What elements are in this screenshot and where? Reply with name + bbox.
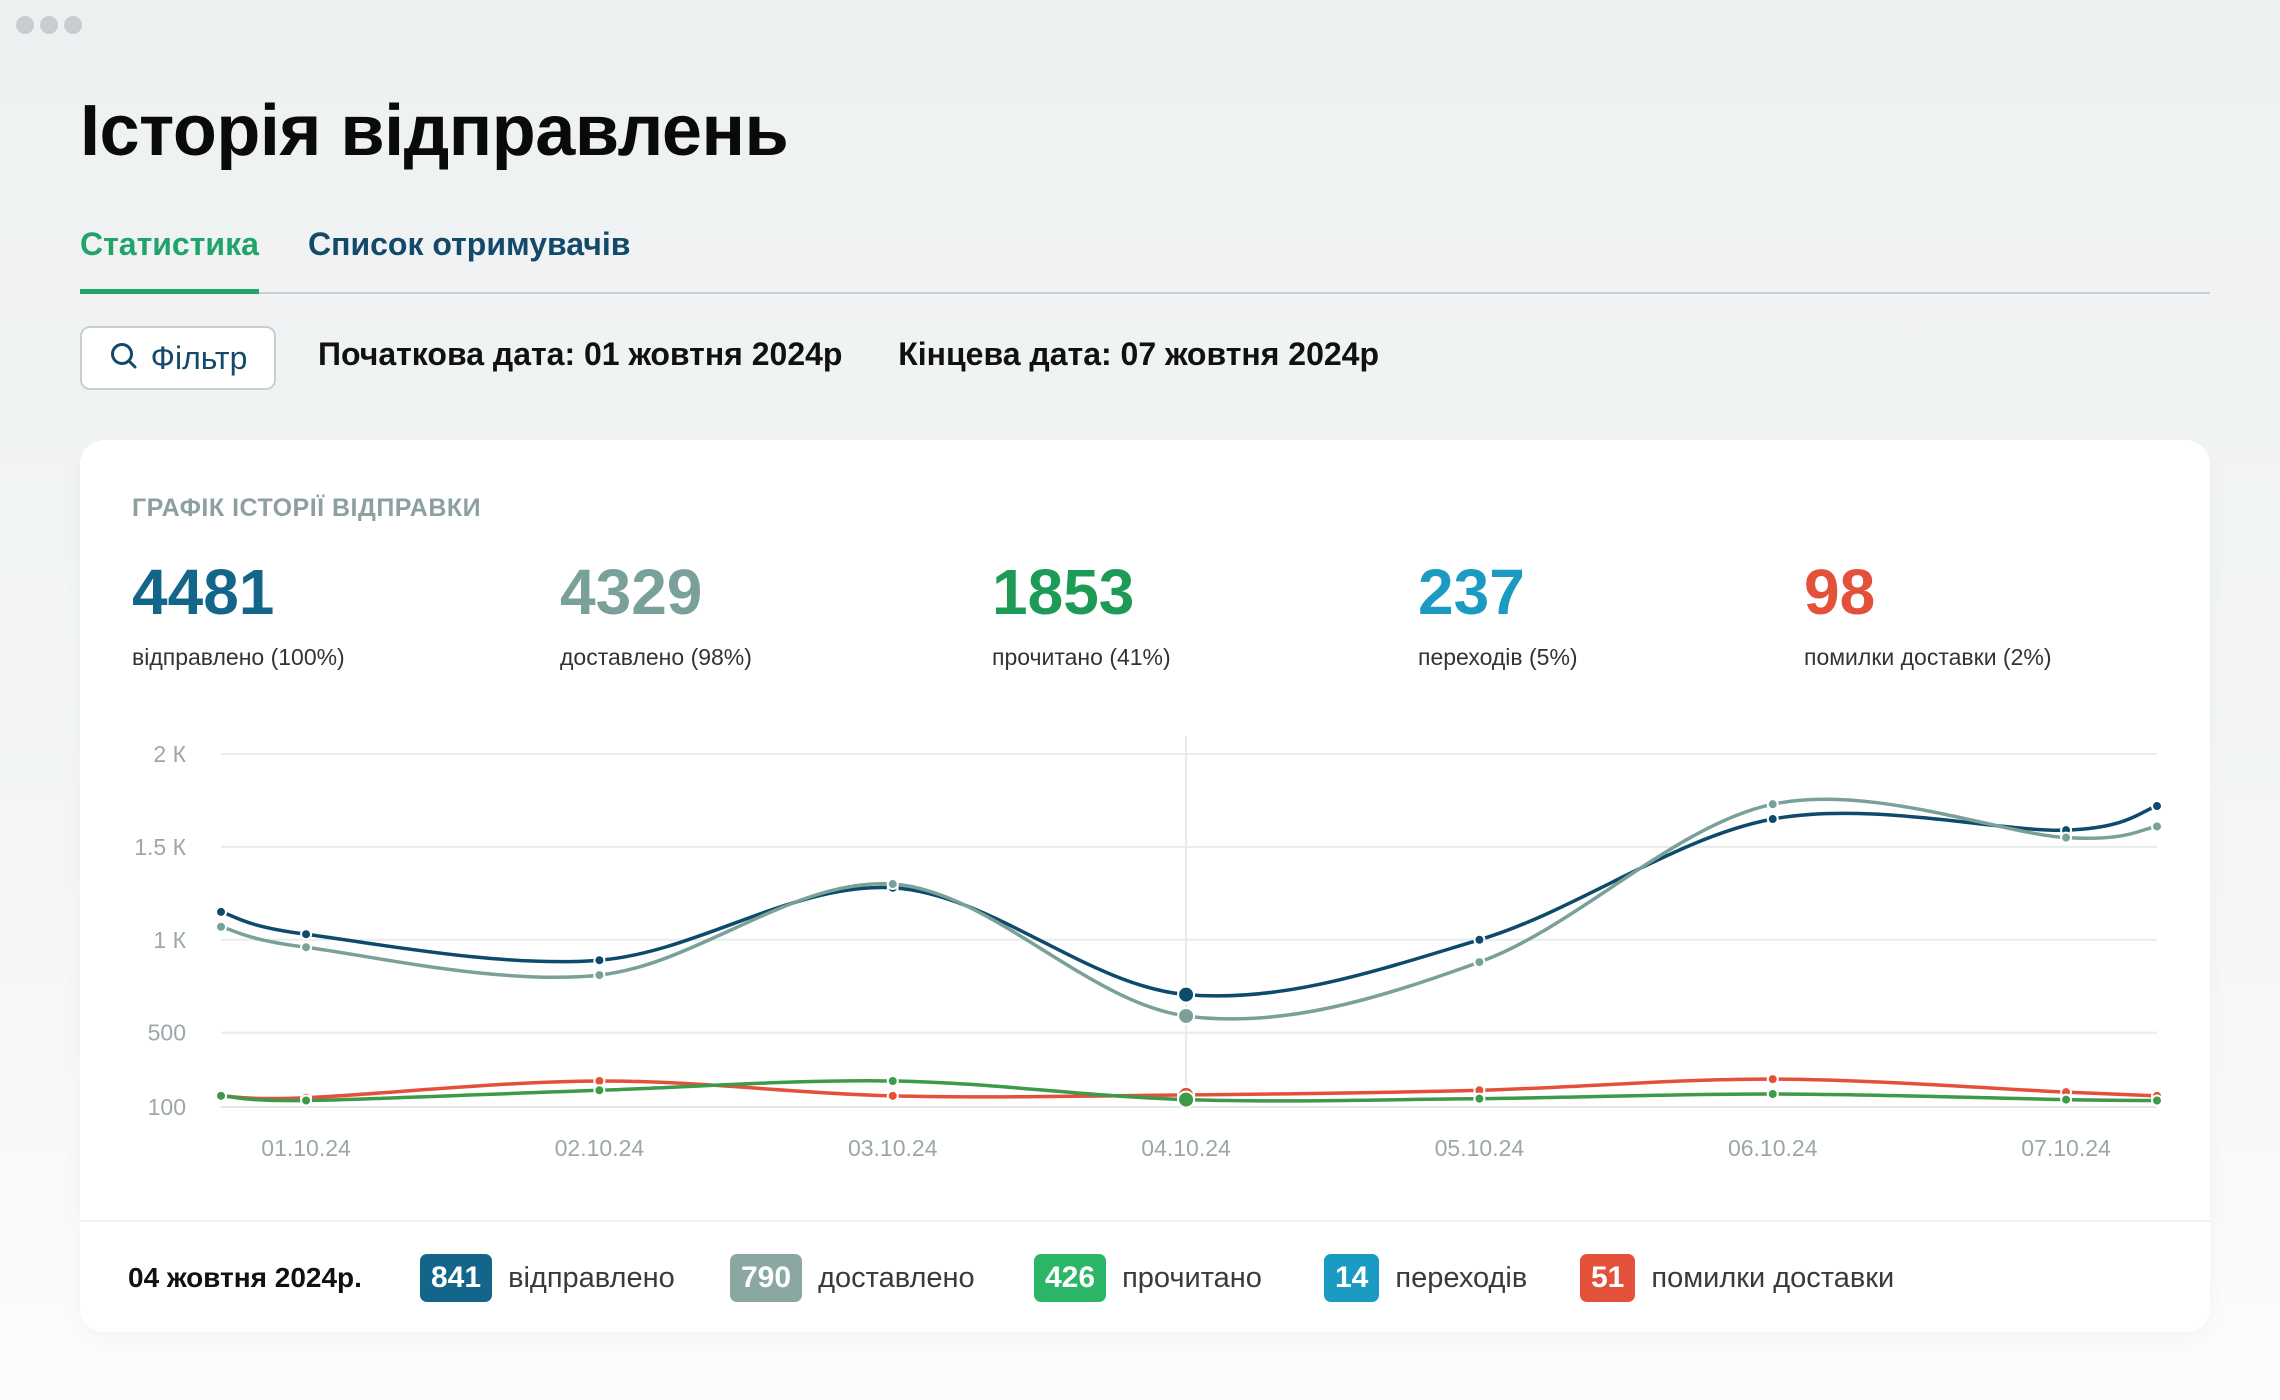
x-tick-label: 02.10.24 — [555, 1135, 645, 1161]
x-tick-label: 06.10.24 — [1728, 1135, 1818, 1161]
y-tick-label: 1.5 К — [134, 834, 186, 860]
stat-clicks: 237 переходів (5%) — [1418, 560, 1578, 671]
filter-button-label: Фільтр — [150, 339, 248, 376]
data-point — [1177, 1006, 1196, 1025]
summary-errors: 51 помилки доставки — [1580, 1254, 1894, 1302]
tab-statistics[interactable]: Статистика — [80, 226, 259, 294]
data-point — [300, 928, 313, 941]
data-point — [886, 1089, 899, 1102]
x-tick-label: 03.10.24 — [848, 1135, 938, 1161]
summary-label: переходів — [1395, 1261, 1528, 1294]
stat-errors: 98 помилки доставки (2%) — [1804, 560, 2052, 671]
x-tick-label: 07.10.24 — [2021, 1135, 2111, 1161]
history-card: ГРАФІК ІСТОРІЇ ВІДПРАВКИ 4481 відправлен… — [80, 440, 2210, 1332]
search-icon — [109, 341, 139, 376]
stat-value: 1853 — [992, 556, 1135, 628]
data-point — [593, 969, 606, 982]
summary-label: відправлено — [508, 1261, 675, 1294]
x-tick-label: 04.10.24 — [1141, 1135, 1231, 1161]
x-tick-label: 05.10.24 — [1435, 1135, 1525, 1161]
tab-recipients-list[interactable]: Список отримувачів — [308, 226, 631, 262]
selected-date: 04 жовтня 2024р. — [128, 1262, 362, 1293]
date-range: Початкова дата: 01 жовтня 2024р Кінцева … — [318, 336, 1379, 373]
summary-label: доставлено — [818, 1261, 975, 1294]
stat-value: 4481 — [132, 556, 275, 628]
stat-value: 98 — [1804, 556, 1876, 628]
summary-sent: 841 відправлено — [420, 1254, 675, 1302]
y-tick-label: 100 — [148, 1094, 186, 1120]
stat-caption: прочитано (41%) — [992, 644, 1171, 670]
stat-delivered: 4329 доставлено (98%) — [560, 560, 752, 671]
data-point — [2060, 1093, 2073, 1106]
filter-button[interactable]: Фільтр — [80, 326, 276, 390]
sending-history-chart[interactable]: 100 500 1 К 1.5 К 2 К 01.10.24 02.10.24 03.10.2… — [80, 440, 2210, 1220]
page-title: Історія відправлень — [80, 91, 789, 171]
stat-caption: відправлено (100%) — [132, 644, 345, 670]
data-point — [593, 1084, 606, 1097]
end-date-label: Кінцева дата: — [898, 336, 1112, 372]
start-date-value: 01 жовтня 2024р — [584, 336, 843, 372]
summary-delivered: 790 доставлено — [730, 1254, 975, 1302]
tab-bar: Статистика Список отримувачів — [80, 220, 2210, 294]
stat-value: 237 — [1418, 556, 1525, 628]
data-point — [215, 1089, 227, 1102]
summary-badge: 790 — [730, 1254, 803, 1302]
data-point — [215, 905, 227, 918]
data-point — [215, 920, 227, 933]
data-point — [2151, 820, 2163, 833]
data-point — [1766, 813, 1779, 826]
stat-value: 4329 — [560, 556, 703, 628]
window-controls — [16, 16, 82, 34]
data-point — [1473, 1092, 1486, 1105]
data-point — [1177, 1090, 1196, 1109]
window-dot[interactable] — [16, 16, 34, 34]
stat-caption: доставлено (98%) — [560, 644, 752, 670]
data-point — [593, 954, 606, 967]
summary-badge: 841 — [420, 1254, 493, 1302]
data-point — [2060, 831, 2073, 844]
stat-caption: переходів (5%) — [1418, 644, 1578, 670]
y-tick-label: 500 — [148, 1020, 186, 1046]
summary-badge: 426 — [1034, 1254, 1107, 1302]
data-point — [300, 941, 313, 954]
x-tick-label: 01.10.24 — [261, 1135, 351, 1161]
data-point — [1473, 956, 1486, 969]
data-point — [1766, 1087, 1779, 1100]
window-dot[interactable] — [64, 16, 82, 34]
data-point — [886, 878, 899, 891]
summary-read: 426 прочитано — [1034, 1254, 1262, 1302]
selected-day-summary: 04 жовтня 2024р. 841 відправлено 790 дос… — [80, 1220, 2210, 1334]
data-point — [1766, 1073, 1779, 1086]
summary-clicks: 14 переходів — [1324, 1254, 1527, 1302]
window-dot[interactable] — [40, 16, 58, 34]
data-point — [1473, 933, 1486, 946]
data-point — [2151, 800, 2163, 813]
summary-label: прочитано — [1122, 1261, 1262, 1294]
data-point — [886, 1074, 899, 1087]
series-line — [220, 804, 2158, 998]
series-line — [220, 797, 2158, 1021]
y-tick-label: 1 К — [153, 927, 186, 953]
start-date-label: Початкова дата: — [318, 336, 576, 372]
stat-caption: помилки доставки (2%) — [1804, 644, 2052, 670]
summary-label: помилки доставки — [1651, 1261, 1895, 1294]
card-title: ГРАФІК ІСТОРІЇ ВІДПРАВКИ — [132, 494, 482, 522]
data-point — [2151, 1094, 2163, 1107]
y-tick-label: 2 К — [153, 741, 186, 767]
end-date-value: 07 жовтня 2024р — [1120, 336, 1379, 372]
stat-read: 1853 прочитано (41%) — [992, 560, 1171, 671]
summary-badge: 14 — [1324, 1254, 1380, 1302]
data-point — [300, 1094, 313, 1107]
stat-sent: 4481 відправлено (100%) — [132, 560, 345, 671]
summary-badge: 51 — [1580, 1254, 1636, 1302]
data-point — [1766, 798, 1779, 811]
data-point — [1177, 985, 1196, 1004]
